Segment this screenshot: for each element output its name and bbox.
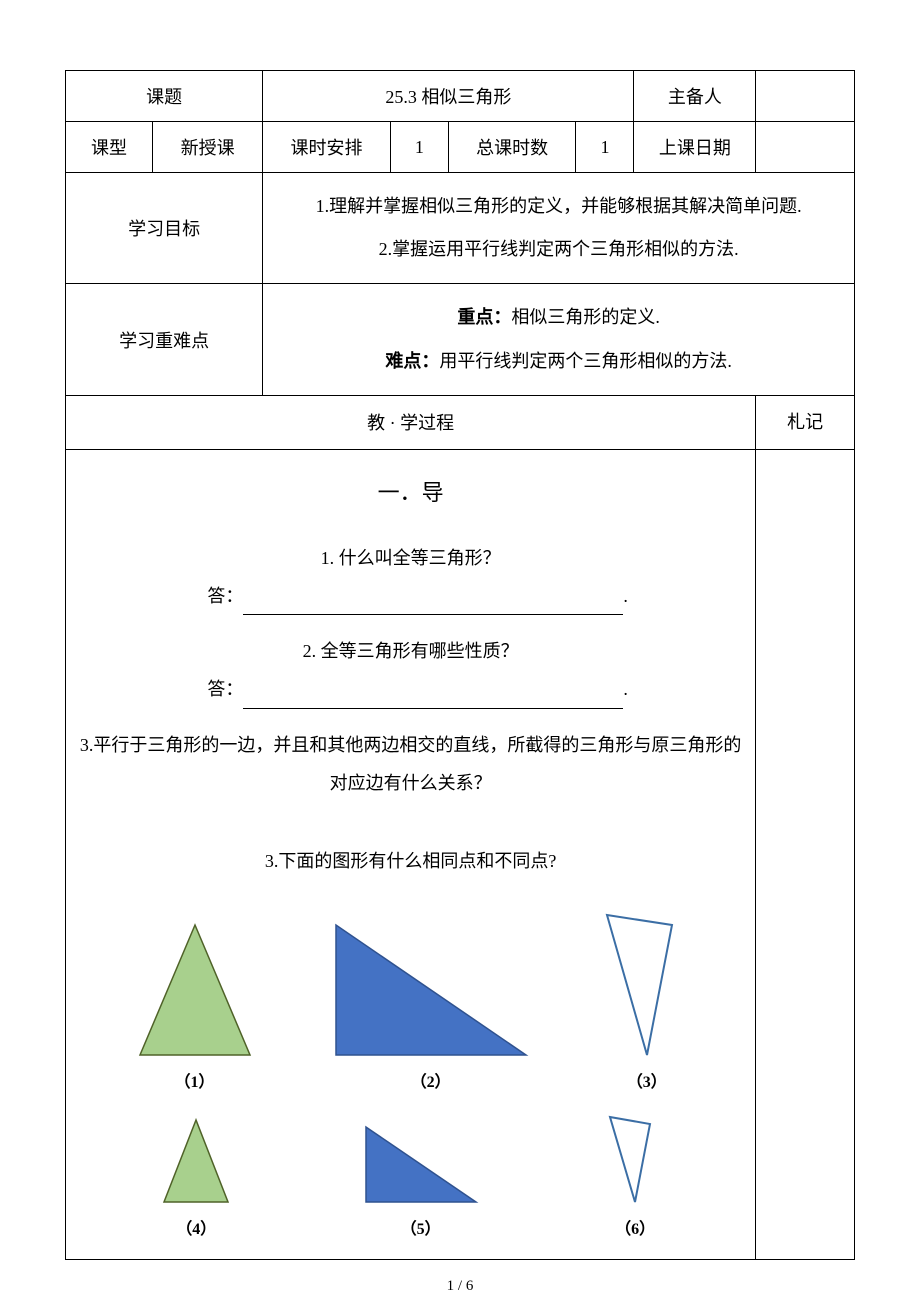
- q2-text: 2. 全等三角形有哪些性质？: [74, 633, 747, 671]
- process-header-row: 教 · 学过程 札记: [66, 395, 855, 449]
- figure-6: （6）: [605, 1112, 665, 1247]
- figure-6-label: （6）: [615, 1213, 655, 1247]
- type-value: 新授课: [153, 122, 263, 173]
- key-point: 重点：相似三角形的定义.: [271, 296, 846, 339]
- header-row-1: 课题 25.3 相似三角形 主备人: [66, 71, 855, 122]
- q2-answer-line: 答：.: [74, 671, 747, 709]
- total-label: 总课时数: [448, 122, 576, 173]
- triangle-6-icon: [605, 1112, 665, 1207]
- diff-text: 用平行线判定两个三角形相似的方法.: [439, 351, 732, 371]
- triangle-5-icon: [361, 1122, 481, 1207]
- topic-label: 课题: [66, 71, 263, 122]
- question-4: 3.下面的图形有什么相同点和不同点?: [74, 843, 747, 881]
- q1-answer-line: 答：.: [74, 578, 747, 616]
- content-body: 一．导 1. 什么叫全等三角形？ 答：. 2. 全等三角形有哪些性质？ 答：. …: [66, 449, 756, 1259]
- q4-text: 3.下面的图形有什么相同点和不同点?: [74, 843, 747, 881]
- triangle-4-icon: [156, 1117, 236, 1207]
- header-row-2: 课型 新授课 课时安排 1 总课时数 1 上课日期: [66, 122, 855, 173]
- keypoints-row: 学习重难点 重点：相似三角形的定义. 难点：用平行线判定两个三角形相似的方法.: [66, 284, 855, 395]
- figure-1: （1）: [130, 920, 260, 1100]
- preparer-value: [756, 71, 855, 122]
- blank-line-1: [243, 597, 623, 615]
- figure-1-label: （1）: [175, 1066, 215, 1100]
- figure-5: （5）: [361, 1122, 481, 1247]
- question-3: 3.平行于三角形的一边，并且和其他两边相交的直线，所截得的三角形与原三角形的对应…: [74, 727, 747, 803]
- answer-suffix-1: .: [623, 586, 628, 606]
- date-value: [756, 122, 855, 173]
- period-label: 课时安排: [263, 122, 391, 173]
- triangle-1-icon: [130, 920, 260, 1060]
- period-value: 1: [390, 122, 448, 173]
- answer-suffix-2: .: [623, 679, 628, 699]
- figure-4: （4）: [156, 1117, 236, 1247]
- objective-1: 1.理解并掌握相似三角形的定义，并能够根据其解决简单问题.: [271, 185, 846, 228]
- figure-4-label: （4）: [176, 1213, 216, 1247]
- blank-line-2: [243, 691, 623, 709]
- lesson-plan-table: 课题 25.3 相似三角形 主备人 课型 新授课 课时安排 1 总课时数 1 上…: [65, 70, 855, 1260]
- question-2: 2. 全等三角形有哪些性质？ 答：.: [74, 633, 747, 709]
- figures-row-2: （4） （5） （6）: [74, 1112, 747, 1247]
- section-1-title: 一．导: [74, 470, 747, 516]
- content-row: 一．导 1. 什么叫全等三角形？ 答：. 2. 全等三角形有哪些性质？ 答：. …: [66, 449, 855, 1259]
- total-value: 1: [576, 122, 634, 173]
- triangle-2-icon: [331, 920, 531, 1060]
- question-1: 1. 什么叫全等三角形？ 答：.: [74, 540, 747, 616]
- process-header: 教 · 学过程: [66, 395, 756, 449]
- q1-text: 1. 什么叫全等三角形？: [74, 540, 747, 578]
- figure-2-label: （2）: [411, 1066, 451, 1100]
- triangle-3-icon: [602, 910, 692, 1060]
- figures-row-1: （1） （2） （3）: [74, 910, 747, 1100]
- figure-2: （2）: [331, 920, 531, 1100]
- date-label: 上课日期: [634, 122, 756, 173]
- preparer-label: 主备人: [634, 71, 756, 122]
- answer-prefix-1: 答：: [207, 586, 243, 606]
- key-text: 相似三角形的定义.: [511, 307, 660, 327]
- diff-label: 难点：: [385, 351, 439, 371]
- q3-text: 3.平行于三角形的一边，并且和其他两边相交的直线，所截得的三角形与原三角形的对应…: [74, 727, 747, 803]
- objectives-row: 学习目标 1.理解并掌握相似三角形的定义，并能够根据其解决简单问题. 2.掌握运…: [66, 173, 855, 284]
- objectives-label: 学习目标: [66, 173, 263, 284]
- notes-column: [756, 449, 855, 1259]
- page-number: 1 / 6: [65, 1278, 855, 1295]
- objectives-content: 1.理解并掌握相似三角形的定义，并能够根据其解决简单问题. 2.掌握运用平行线判…: [263, 173, 855, 284]
- objective-2: 2.掌握运用平行线判定两个三角形相似的方法.: [271, 228, 846, 271]
- figure-3-label: （3）: [627, 1066, 667, 1100]
- page-sep: /: [454, 1278, 466, 1294]
- keypoints-content: 重点：相似三角形的定义. 难点：用平行线判定两个三角形相似的方法.: [263, 284, 855, 395]
- page-total: 6: [466, 1278, 474, 1294]
- difficult-point: 难点：用平行线判定两个三角形相似的方法.: [271, 340, 846, 383]
- figure-3: （3）: [602, 910, 692, 1100]
- key-label: 重点：: [457, 307, 511, 327]
- keypoints-label: 学习重难点: [66, 284, 263, 395]
- figure-5-label: （5）: [401, 1213, 441, 1247]
- type-label: 课型: [66, 122, 153, 173]
- notes-header: 札记: [756, 395, 855, 449]
- answer-prefix-2: 答：: [207, 679, 243, 699]
- topic-value: 25.3 相似三角形: [263, 71, 634, 122]
